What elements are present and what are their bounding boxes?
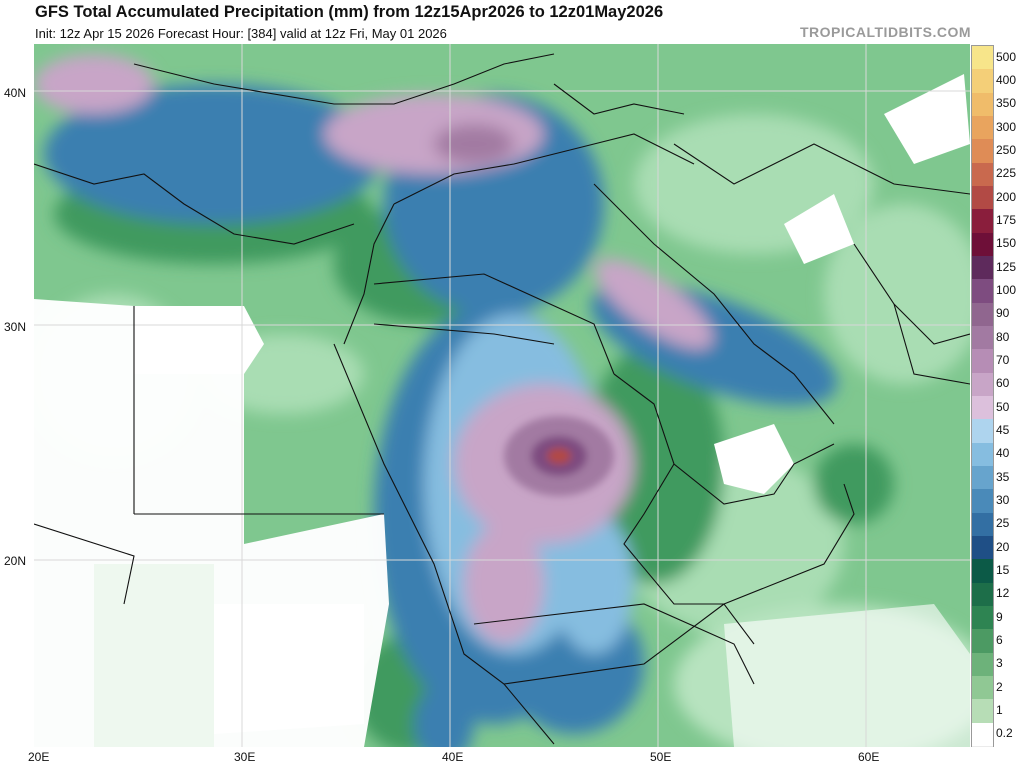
legend-swatch-100 <box>972 279 993 305</box>
light-area-sahel <box>94 564 214 747</box>
country-borders <box>34 53 970 745</box>
legend-swatch-2 <box>972 676 993 701</box>
legend-swatch-125 <box>972 256 993 281</box>
lat-label-40n: 40N <box>4 86 27 100</box>
legend-label-70: 70 <box>996 353 1010 367</box>
legend-label-90: 90 <box>996 306 1010 321</box>
legend-label-400: 400 <box>996 73 1017 87</box>
forecast-info: Init: 12z Apr 15 2026 Forecast Hour: [38… <box>35 26 447 41</box>
source-watermark: TROPICALTIDBITS.COM <box>799 24 971 40</box>
legend-label-200: 200 <box>996 189 1017 204</box>
lon-label-30e: 30E <box>234 750 256 764</box>
legend-swatch-35 <box>972 466 993 491</box>
legend-label-100: 100 <box>996 283 1017 297</box>
dry-area-gulf <box>714 424 794 494</box>
legend-swatch-9 <box>972 606 993 631</box>
legend-swatch-3 <box>972 652 993 678</box>
legend-label-175: 175 <box>996 213 1017 227</box>
legend-swatch-30 <box>972 489 993 515</box>
legend-label-1: 1 <box>996 703 1003 717</box>
lon-label-20e: 20E <box>28 750 50 764</box>
dry-area-sudan <box>214 604 364 734</box>
legend-swatch-350 <box>972 92 993 118</box>
legend-label-45: 45 <box>996 423 1010 437</box>
lat-label-30n: 30N <box>4 320 27 334</box>
legend-label-6: 6 <box>996 633 1003 647</box>
map-canvas <box>34 44 970 747</box>
legend-swatch-70 <box>972 349 993 375</box>
legend-swatch-90 <box>972 302 993 328</box>
legend-label-12: 12 <box>996 586 1010 601</box>
color-legend <box>971 45 994 748</box>
legend-swatch-175 <box>972 209 993 235</box>
legend-label-9: 9 <box>996 609 1003 624</box>
legend-swatch-6 <box>972 629 993 655</box>
legend-label-3: 3 <box>996 656 1003 671</box>
legend-label-500: 500 <box>996 49 1017 64</box>
lat-lon-grid <box>34 44 970 747</box>
legend-label-30: 30 <box>996 493 1010 507</box>
dry-area-caspian-east <box>884 74 970 164</box>
legend-swatch-40 <box>972 442 993 468</box>
dry-area-iran <box>784 194 854 264</box>
legend-swatch-150 <box>972 232 993 258</box>
legend-swatch-80 <box>972 326 993 351</box>
legend-label-300: 300 <box>996 119 1017 134</box>
lon-label-50e: 50E <box>650 750 672 764</box>
lon-label-40e: 40E <box>442 750 464 764</box>
legend-swatch-25 <box>972 512 993 538</box>
lon-label-60e: 60E <box>858 750 880 764</box>
map-title: GFS Total Accumulated Precipitation (mm)… <box>35 3 664 21</box>
legend-swatch-400 <box>972 69 993 95</box>
legend-swatch-12 <box>972 582 993 608</box>
lat-label-20n: 20N <box>4 554 27 568</box>
legend-swatch-500 <box>972 46 993 71</box>
legend-label-350: 350 <box>996 96 1017 111</box>
legend-label-250: 250 <box>996 143 1017 157</box>
dry-area-egypt <box>134 306 264 374</box>
legend-swatch-300 <box>972 116 993 141</box>
legend-label-150: 150 <box>996 236 1017 251</box>
legend-label-20: 20 <box>996 539 1010 554</box>
legend-swatch-50 <box>972 396 993 421</box>
legend-label-80: 80 <box>996 329 1010 344</box>
legend-swatch-0.2 <box>972 722 993 748</box>
legend-swatch-1 <box>972 699 993 725</box>
legend-label-0.2: 0.2 <box>996 726 1013 741</box>
legend-label-125: 125 <box>996 259 1017 274</box>
legend-label-225: 225 <box>996 166 1017 181</box>
legend-label-50: 50 <box>996 399 1010 414</box>
legend-swatch-20 <box>972 536 993 561</box>
legend-label-15: 15 <box>996 563 1010 577</box>
legend-label-25: 25 <box>996 516 1010 531</box>
legend-swatch-45 <box>972 419 993 445</box>
legend-swatch-200 <box>972 186 993 211</box>
legend-label-35: 35 <box>996 469 1010 484</box>
precipitation-map[interactable] <box>34 44 970 747</box>
legend-swatch-225 <box>972 162 993 188</box>
legend-swatch-15 <box>972 559 993 585</box>
legend-label-40: 40 <box>996 446 1010 461</box>
legend-label-60: 60 <box>996 376 1010 391</box>
dry-area-arabian-sea <box>724 604 970 747</box>
legend-label-2: 2 <box>996 679 1003 694</box>
legend-swatch-250 <box>972 139 993 165</box>
legend-swatch-60 <box>972 372 993 398</box>
